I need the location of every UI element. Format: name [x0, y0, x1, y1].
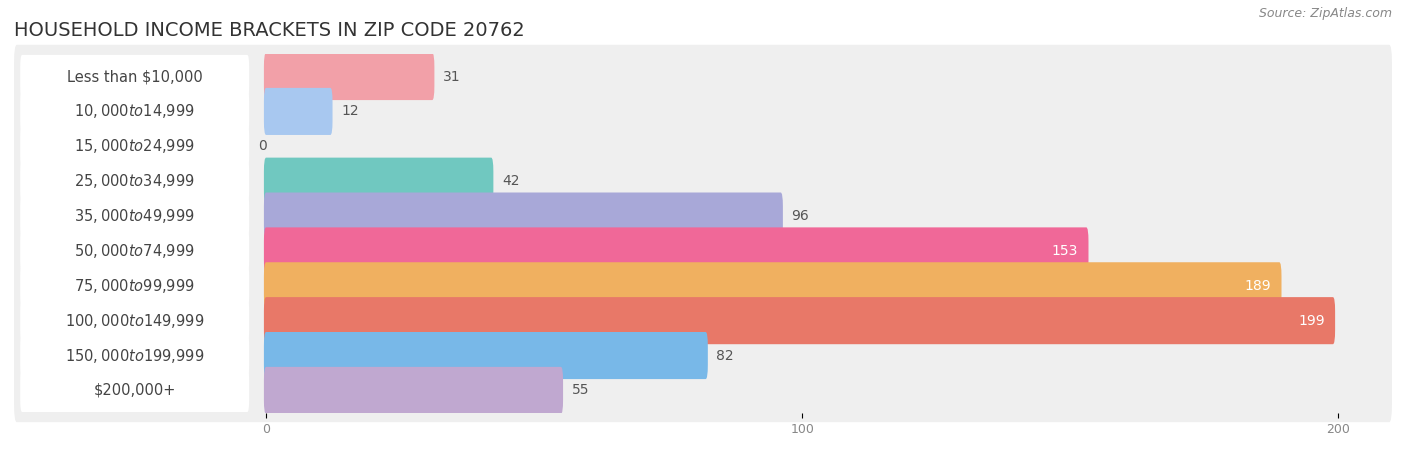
Text: 0: 0: [259, 139, 267, 153]
FancyBboxPatch shape: [14, 254, 1392, 317]
FancyBboxPatch shape: [14, 184, 1392, 248]
Text: HOUSEHOLD INCOME BRACKETS IN ZIP CODE 20762: HOUSEHOLD INCOME BRACKETS IN ZIP CODE 20…: [14, 21, 524, 40]
FancyBboxPatch shape: [264, 53, 434, 100]
FancyBboxPatch shape: [14, 289, 1392, 352]
Text: 96: 96: [792, 209, 810, 223]
FancyBboxPatch shape: [264, 158, 494, 205]
FancyBboxPatch shape: [20, 194, 249, 238]
FancyBboxPatch shape: [264, 227, 1088, 274]
Text: $25,000 to $34,999: $25,000 to $34,999: [75, 172, 195, 190]
Text: $15,000 to $24,999: $15,000 to $24,999: [75, 137, 195, 155]
FancyBboxPatch shape: [20, 299, 249, 342]
FancyBboxPatch shape: [20, 90, 249, 133]
Text: $50,000 to $74,999: $50,000 to $74,999: [75, 242, 195, 260]
FancyBboxPatch shape: [14, 359, 1392, 422]
FancyBboxPatch shape: [20, 159, 249, 203]
Text: $10,000 to $14,999: $10,000 to $14,999: [75, 102, 195, 120]
FancyBboxPatch shape: [20, 125, 249, 168]
FancyBboxPatch shape: [264, 332, 707, 379]
FancyBboxPatch shape: [264, 367, 562, 414]
FancyBboxPatch shape: [264, 88, 333, 135]
FancyBboxPatch shape: [14, 79, 1392, 143]
Text: 12: 12: [342, 105, 359, 119]
Text: 199: 199: [1298, 314, 1324, 328]
FancyBboxPatch shape: [14, 150, 1392, 213]
FancyBboxPatch shape: [264, 193, 783, 240]
FancyBboxPatch shape: [20, 369, 249, 412]
FancyBboxPatch shape: [264, 262, 1281, 309]
Text: 42: 42: [502, 174, 519, 188]
Text: 31: 31: [443, 70, 461, 84]
Text: $200,000+: $200,000+: [94, 383, 176, 398]
FancyBboxPatch shape: [20, 264, 249, 308]
FancyBboxPatch shape: [14, 45, 1392, 108]
FancyBboxPatch shape: [264, 297, 1336, 344]
FancyBboxPatch shape: [14, 114, 1392, 178]
Text: 189: 189: [1244, 279, 1271, 293]
FancyBboxPatch shape: [20, 55, 249, 98]
FancyBboxPatch shape: [20, 334, 249, 377]
Text: Less than $10,000: Less than $10,000: [67, 69, 202, 84]
FancyBboxPatch shape: [20, 229, 249, 273]
Text: $150,000 to $199,999: $150,000 to $199,999: [65, 347, 204, 365]
Text: 55: 55: [572, 383, 589, 397]
Text: 153: 153: [1052, 244, 1078, 258]
Text: $75,000 to $99,999: $75,000 to $99,999: [75, 277, 195, 295]
Text: $100,000 to $149,999: $100,000 to $149,999: [65, 312, 204, 330]
FancyBboxPatch shape: [14, 324, 1392, 387]
Text: Source: ZipAtlas.com: Source: ZipAtlas.com: [1258, 7, 1392, 20]
FancyBboxPatch shape: [14, 219, 1392, 283]
Text: $35,000 to $49,999: $35,000 to $49,999: [75, 207, 195, 225]
Text: 82: 82: [717, 348, 734, 362]
